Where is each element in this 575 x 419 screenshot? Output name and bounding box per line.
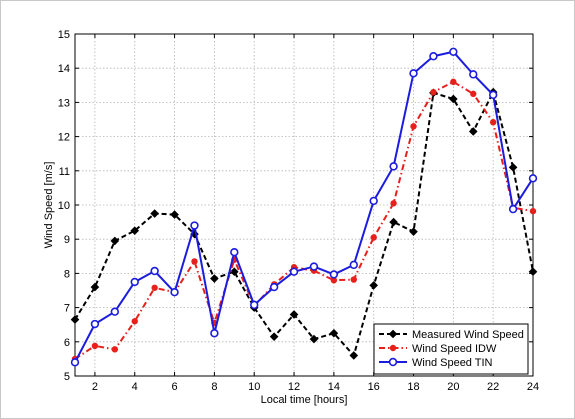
y-tick-label: 10 <box>58 200 70 212</box>
data-point <box>369 281 379 290</box>
x-axis-label: Local time [hours] <box>261 394 348 406</box>
series-line <box>74 91 534 357</box>
data-point <box>90 319 100 329</box>
x-tick-label: 4 <box>132 381 138 393</box>
data-point <box>210 274 219 283</box>
data-point <box>150 266 159 276</box>
x-tick-label: 8 <box>211 381 217 393</box>
data-point <box>111 346 119 353</box>
data-point <box>508 163 518 172</box>
data-point <box>150 209 159 218</box>
legend-swatch-marker <box>389 344 397 352</box>
data-point <box>70 358 80 367</box>
y-tick-label: 5 <box>64 371 70 383</box>
data-point <box>470 90 477 98</box>
data-point <box>369 196 378 206</box>
data-point <box>389 217 398 227</box>
data-point <box>349 351 359 360</box>
data-point <box>390 200 397 207</box>
x-tick-label: 20 <box>447 381 459 393</box>
data-point <box>409 69 418 78</box>
data-point <box>329 328 339 338</box>
data-point <box>130 277 139 287</box>
data-point <box>131 318 138 325</box>
legend-swatch-marker <box>388 329 398 339</box>
y-tick-label: 13 <box>58 97 70 109</box>
data-point <box>110 307 120 316</box>
data-point <box>410 123 417 130</box>
data-point <box>450 78 457 86</box>
data-point <box>350 276 357 283</box>
y-tick-label: 12 <box>58 132 70 144</box>
data-point <box>250 300 259 310</box>
legend-entry: Wind Speed TIN <box>412 357 493 369</box>
data-point <box>289 310 299 319</box>
data-point <box>329 270 339 279</box>
y-tick-label: 14 <box>58 63 70 75</box>
data-point <box>508 204 518 214</box>
y-tick-label: 11 <box>59 166 70 178</box>
data-point <box>469 70 478 79</box>
legend-swatch-marker <box>388 357 398 367</box>
legend: Measured Wind Speed Wind Speed IDW Wind Sp… <box>373 323 529 375</box>
data-point <box>70 315 80 324</box>
data-point <box>489 119 497 126</box>
data-point <box>289 267 299 276</box>
data-point <box>229 267 239 276</box>
x-tick-label: 16 <box>368 381 380 393</box>
data-point <box>170 210 179 219</box>
data-point <box>110 236 120 246</box>
data-point <box>309 334 319 344</box>
y-tick-label: 15 <box>58 29 70 41</box>
data-point <box>210 329 219 338</box>
y-tick-label: 8 <box>64 268 70 280</box>
data-point <box>191 258 198 265</box>
y-tick-label: 9 <box>64 234 70 246</box>
data-point <box>130 226 140 235</box>
data-point <box>409 227 418 236</box>
y-tick-label: 7 <box>64 303 70 315</box>
data-point <box>488 90 498 100</box>
x-tick-label: 24 <box>527 381 539 393</box>
data-point <box>528 174 538 183</box>
data-point <box>468 127 478 136</box>
series-3 <box>70 47 538 367</box>
data-point <box>151 284 158 291</box>
data-point <box>449 47 458 56</box>
data-point <box>389 162 398 171</box>
data-point <box>528 267 538 276</box>
data-point <box>269 282 279 292</box>
legend-entry: Wind Speed IDW <box>412 343 497 355</box>
x-tick-label: 6 <box>172 381 178 393</box>
data-point <box>430 88 437 96</box>
data-point <box>190 221 199 230</box>
data-point <box>529 207 537 215</box>
data-point <box>309 262 319 271</box>
data-point <box>370 234 377 241</box>
data-point <box>349 260 358 270</box>
legend-entry: Measured Wind Speed <box>412 329 524 341</box>
data-point <box>230 247 239 257</box>
data-point <box>449 94 458 104</box>
x-tick-label: 22 <box>487 381 499 393</box>
data-point <box>170 288 179 297</box>
data-point <box>429 52 438 61</box>
y-axis-label: Wind Speed [m/s] <box>43 162 55 249</box>
data-point <box>269 332 279 341</box>
y-tick-label: 6 <box>64 337 70 349</box>
legend-box <box>373 323 529 375</box>
x-tick-label: 10 <box>248 381 260 393</box>
x-tick-label: 2 <box>92 381 98 393</box>
x-tick-label: 14 <box>328 381 340 393</box>
x-tick-label: 12 <box>288 381 300 393</box>
data-point <box>90 282 100 292</box>
data-point <box>91 342 99 350</box>
x-tick-label: 18 <box>407 381 419 393</box>
